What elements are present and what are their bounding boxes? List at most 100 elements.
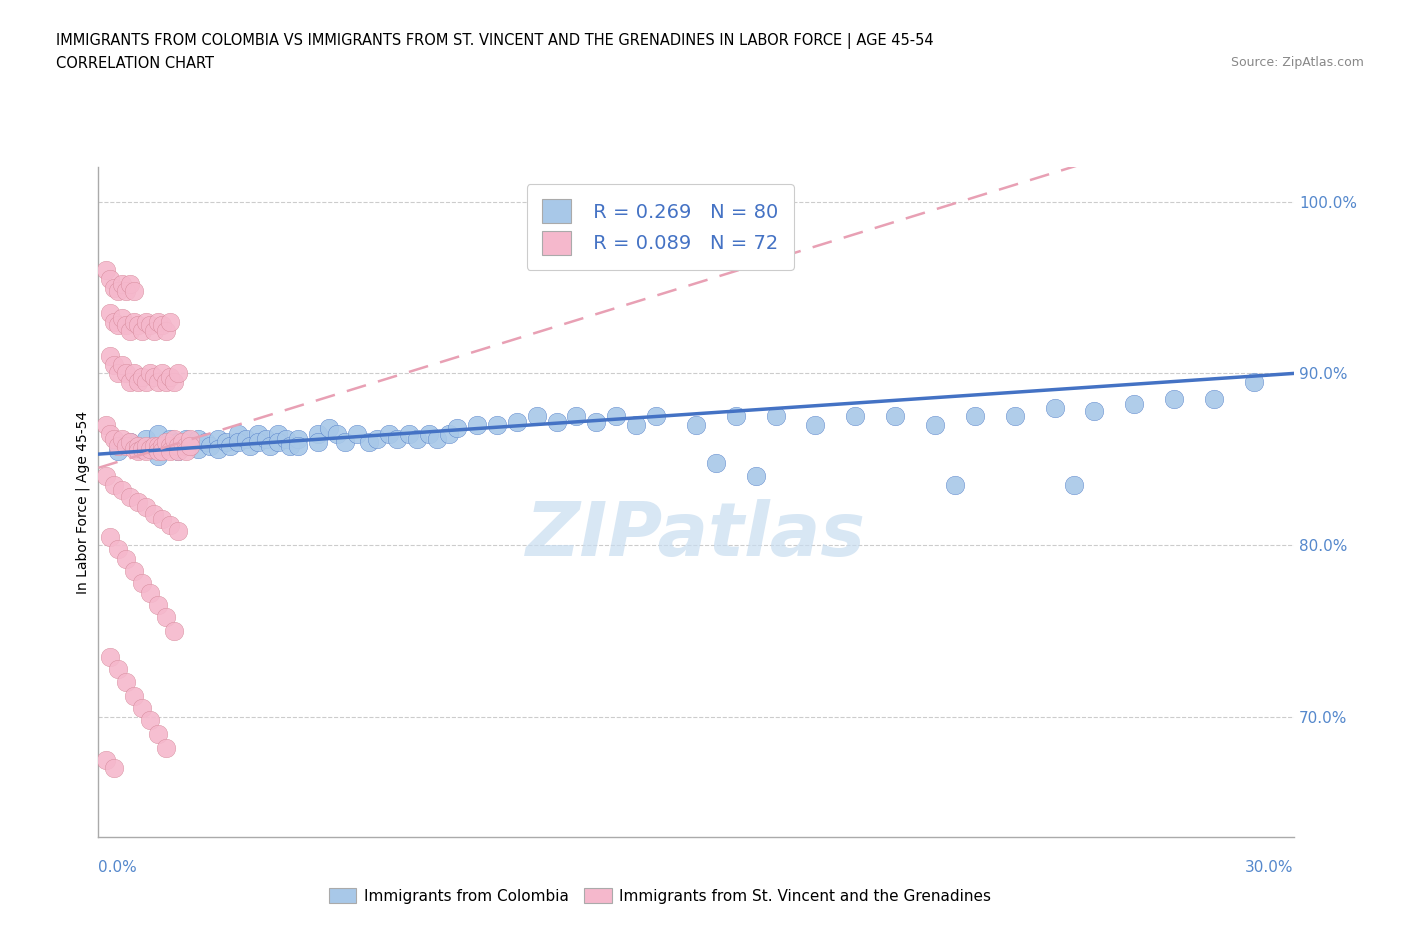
Point — [159, 444, 181, 458]
Point — [506, 414, 529, 429]
Point — [626, 418, 648, 432]
Point — [765, 409, 787, 424]
Point — [120, 277, 142, 292]
Point — [437, 426, 460, 441]
Point — [804, 418, 827, 432]
Point — [127, 444, 149, 458]
Point — [131, 442, 153, 457]
Point — [115, 438, 138, 453]
Text: ZIPatlas: ZIPatlas — [526, 499, 866, 572]
Point — [219, 438, 242, 453]
Point — [1163, 392, 1185, 406]
Point — [446, 421, 468, 436]
Point — [131, 576, 153, 591]
Point — [207, 442, 229, 457]
Point — [131, 323, 153, 338]
Point — [287, 432, 309, 446]
Point — [100, 426, 122, 441]
Point — [150, 438, 173, 453]
Point — [1043, 400, 1066, 415]
Point — [605, 409, 627, 424]
Point — [526, 409, 548, 424]
Point — [124, 689, 146, 704]
Point — [745, 469, 768, 484]
Point — [103, 432, 125, 446]
Point — [359, 434, 381, 449]
Point — [215, 434, 238, 449]
Point — [155, 438, 177, 453]
Point — [155, 434, 177, 449]
Point — [135, 444, 157, 458]
Point — [127, 375, 149, 390]
Point — [155, 610, 177, 625]
Point — [120, 489, 142, 504]
Point — [246, 426, 269, 441]
Y-axis label: In Labor Force | Age 45-54: In Labor Force | Age 45-54 — [76, 411, 90, 593]
Point — [924, 418, 946, 432]
Point — [1123, 397, 1146, 412]
Point — [159, 432, 181, 446]
Point — [159, 314, 181, 329]
Point — [179, 438, 201, 453]
Point — [111, 432, 134, 446]
Point — [235, 432, 257, 446]
Point — [150, 318, 173, 333]
Point — [100, 349, 122, 364]
Text: 0.0%: 0.0% — [98, 860, 138, 875]
Point — [96, 418, 118, 432]
Point — [724, 409, 747, 424]
Point — [124, 314, 146, 329]
Point — [155, 323, 177, 338]
Point — [127, 438, 149, 453]
Point — [103, 478, 125, 493]
Point — [172, 434, 194, 449]
Point — [326, 426, 349, 441]
Point — [115, 551, 138, 566]
Point — [259, 438, 281, 453]
Point — [195, 434, 218, 449]
Point — [159, 438, 181, 453]
Point — [148, 726, 170, 741]
Point — [115, 366, 138, 381]
Point — [378, 426, 401, 441]
Point — [135, 500, 157, 515]
Point — [135, 375, 157, 390]
Point — [485, 418, 508, 432]
Point — [143, 369, 166, 384]
Point — [96, 263, 118, 278]
Text: IMMIGRANTS FROM COLOMBIA VS IMMIGRANTS FROM ST. VINCENT AND THE GRENADINES IN LA: IMMIGRANTS FROM COLOMBIA VS IMMIGRANTS F… — [56, 33, 934, 48]
Point — [148, 438, 170, 453]
Point — [127, 495, 149, 510]
Point — [148, 444, 170, 458]
Point — [107, 318, 129, 333]
Point — [159, 369, 181, 384]
Point — [406, 432, 429, 446]
Point — [135, 438, 157, 453]
Point — [100, 649, 122, 664]
Point — [385, 432, 409, 446]
Point — [131, 701, 153, 716]
Point — [335, 434, 357, 449]
Point — [100, 272, 122, 286]
Point — [287, 438, 309, 453]
Point — [174, 432, 197, 446]
Point — [198, 438, 221, 453]
Point — [120, 323, 142, 338]
Point — [107, 366, 129, 381]
Point — [127, 318, 149, 333]
Point — [246, 434, 269, 449]
Point — [179, 432, 201, 446]
Point — [398, 426, 420, 441]
Point — [148, 598, 170, 613]
Point — [131, 369, 153, 384]
Point — [1004, 409, 1026, 424]
Point — [120, 434, 142, 449]
Point — [155, 740, 177, 755]
Point — [685, 418, 707, 432]
Point — [1202, 392, 1225, 406]
Point — [111, 483, 134, 498]
Point — [167, 524, 190, 538]
Point — [163, 432, 186, 446]
Point — [1063, 478, 1085, 493]
Point — [167, 366, 190, 381]
